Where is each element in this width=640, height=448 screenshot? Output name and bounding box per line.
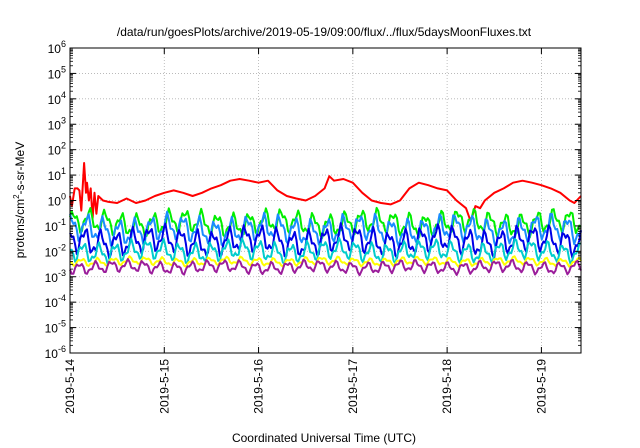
tick-marks [69, 47, 581, 354]
series-line-1 [69, 162, 582, 223]
x-axis-label: Coordinated Universal Time (UTC) [232, 431, 416, 445]
y-tick-label: 104 [48, 90, 66, 107]
y-tick-label: 103 [48, 115, 66, 132]
y-tick-label: 10-1 [45, 217, 66, 234]
y-tick-label: 102 [48, 141, 66, 158]
x-tick-label: 2019-5-14 [63, 359, 77, 414]
x-tick-label: 2019-5-16 [252, 359, 266, 414]
y-tick-label: 10-6 [45, 344, 66, 361]
y-tick-label: 106 [48, 39, 66, 56]
y-tick-label: 101 [48, 166, 66, 183]
y-axis-label: protons/cm2-s-sr-MeV [12, 142, 27, 258]
series-line-2 [69, 206, 582, 240]
series-line-7 [69, 258, 582, 277]
series-line-6 [69, 255, 582, 268]
x-tick-label: 2019-5-18 [440, 359, 454, 414]
y-tick-label: 100 [48, 192, 66, 209]
x-tick-labels: 2019-5-14 2019-5-15 2019-5-16 2019-5-17 2019… [63, 359, 548, 414]
series-group [69, 162, 582, 277]
x-tick-label: 2019-5-19 [534, 359, 548, 414]
y-tick-label: 10-5 [45, 319, 66, 336]
y-tick-label: 10-3 [45, 268, 66, 285]
chart-title: /data/run/goesPlots/archive/2019-05-19/0… [117, 25, 532, 39]
grid [70, 48, 581, 353]
x-tick-label: 2019-5-15 [157, 359, 171, 414]
y-tick-label: 105 [48, 64, 66, 81]
y-tick-label: 10-4 [45, 293, 66, 310]
y-tick-label: 10-2 [45, 242, 66, 259]
x-tick-label: 2019-5-17 [346, 359, 360, 414]
y-tick-labels: 10-6 10-5 10-4 10-3 10-2 10-1 100 101 102 103 104 1… [45, 39, 66, 361]
series-line-5 [69, 236, 582, 266]
